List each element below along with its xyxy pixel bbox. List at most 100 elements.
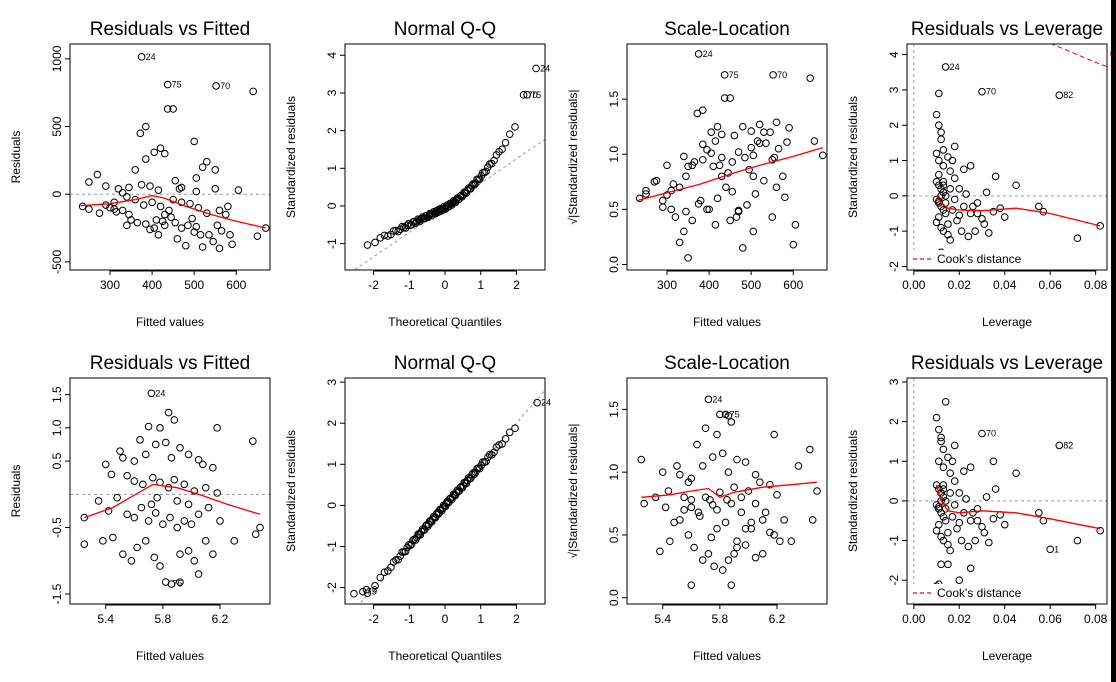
data-point [192,174,201,182]
data-point [141,220,150,228]
data-point [935,457,943,466]
data-point [734,148,743,156]
data-point [119,453,127,462]
data-point [1035,509,1043,517]
data-point [980,528,989,537]
data-point [941,63,950,71]
plot-frame [906,43,1108,271]
data-point [818,151,827,160]
data-point [127,556,136,565]
data-point [184,450,193,459]
data-point [741,458,750,466]
x-tick-label: 0.06 [1039,612,1063,626]
data-point [156,144,165,153]
data-point [935,89,943,98]
data-point [177,198,186,207]
data-point [188,214,196,223]
data-point [159,520,167,529]
data-point [687,495,696,504]
y-tick-label: -500 [50,250,64,274]
data-point [148,198,156,207]
data-point [948,512,957,521]
data-point [743,201,751,209]
data-point [163,105,172,113]
data-point [167,213,175,222]
data-point [177,224,186,232]
y-axis-label: √|Standardized residuals| [566,90,580,225]
data-point [371,238,379,247]
data-point [950,174,959,182]
plot-area [70,389,270,588]
data-point [167,453,176,462]
data-point [932,218,941,227]
data-point [154,231,163,239]
data-point [713,122,722,131]
data-point [194,510,203,519]
data-point [716,488,724,497]
data-point [85,205,93,213]
data-point [173,235,182,243]
data-point [778,172,787,181]
y-tick-label: 500 [50,116,64,136]
data-point [728,158,737,166]
y-tick-label: -1 [325,541,339,552]
data-point [1096,526,1104,535]
y-tick-label: 4 [887,51,901,58]
data-point [813,487,821,495]
loess-smooth-line [637,146,823,202]
data-point [199,460,207,469]
data-point [519,91,528,99]
data-point [154,186,163,194]
data-point [171,176,180,185]
data-point [776,537,784,546]
data-point [671,213,680,221]
data-point [964,232,973,241]
x-tick-label: -2 [368,612,379,626]
x-axis-label: Theoretical Quantiles [388,649,501,663]
data-point [694,508,703,517]
data-point [687,581,696,589]
data-point [190,228,199,236]
x-axis-label: Theoretical Quantiles [388,315,501,329]
data-point [751,190,760,198]
data-point [146,225,154,234]
data-point [955,184,964,193]
data-point [194,455,203,464]
panel-residuals-vs-fitted-top: 24 75 70 300 400 500 600 -500 0 500 1000 Residuals … [9,19,271,329]
x-tick-label: -1 [404,278,415,292]
data-point [498,440,506,448]
data-point [640,499,648,508]
data-point [726,216,734,225]
data-point [163,80,172,89]
data-point [939,536,948,545]
data-point [950,441,959,450]
data-point [932,526,941,535]
data-point [363,241,372,249]
data-point [749,227,758,236]
data-point [935,503,943,511]
data-point [1035,202,1043,211]
data-point [221,210,230,219]
data-point [932,110,941,119]
data-point [152,216,161,224]
data-point [661,503,670,512]
data-point [165,206,173,215]
data-point [1000,213,1009,221]
data-point [1073,536,1082,545]
data-point [184,221,192,230]
data-point [196,231,205,239]
point-id-label: 24 [950,62,960,72]
data-point [158,217,167,226]
data-point [756,478,764,487]
data-point [758,516,767,524]
data-point [724,468,733,476]
data-point [684,478,693,487]
data-point [376,234,385,242]
data-point [946,546,954,555]
data-point [184,547,193,555]
data-point [720,94,729,102]
data-point [1055,91,1064,100]
data-point [781,193,789,202]
data-point [160,210,169,219]
